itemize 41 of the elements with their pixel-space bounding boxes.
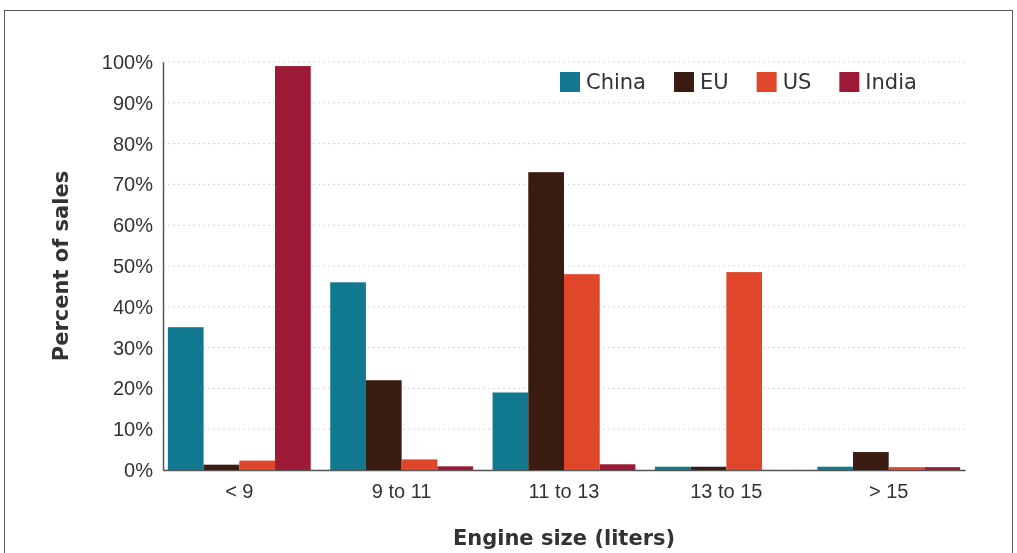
bar xyxy=(852,452,889,470)
bar xyxy=(492,392,529,470)
bar xyxy=(924,467,961,470)
bar xyxy=(599,464,636,470)
bar xyxy=(330,282,366,470)
x-tick-label: 13 to 15 xyxy=(690,480,763,503)
x-tick-label: 11 to 13 xyxy=(528,480,600,503)
bar xyxy=(817,466,853,470)
bar xyxy=(203,464,240,470)
y-tick-label: 70% xyxy=(112,173,154,196)
bar xyxy=(365,380,402,470)
y-axis-title: Percent of sales xyxy=(49,170,73,362)
legend-label: US xyxy=(782,70,812,94)
legend-label: China xyxy=(586,70,646,94)
bar xyxy=(437,466,474,470)
y-tick-label: 80% xyxy=(112,132,154,155)
bar xyxy=(528,172,564,470)
bar xyxy=(726,272,763,470)
x-tick-label: < 9 xyxy=(225,480,254,503)
y-tick-label: 40% xyxy=(112,295,154,318)
bar xyxy=(888,467,925,470)
bar xyxy=(167,327,204,470)
bar xyxy=(401,459,438,470)
y-tick-label: 30% xyxy=(112,336,154,359)
legend-label: India xyxy=(865,70,917,94)
y-tick-label: 90% xyxy=(112,91,154,114)
bar xyxy=(239,460,276,470)
bar xyxy=(654,466,691,470)
x-tick-label: 9 to 11 xyxy=(371,480,432,503)
y-tick-label: 60% xyxy=(112,214,154,237)
y-tick-label: 10% xyxy=(112,418,154,441)
y-tick-label: 0% xyxy=(124,458,154,481)
x-tick-label: > 15 xyxy=(868,480,909,503)
x-axis-title: Engine size (liters) xyxy=(452,526,676,550)
bar xyxy=(690,466,727,470)
legend-label: EU xyxy=(700,70,729,94)
y-tick-label: 50% xyxy=(112,254,154,277)
y-tick-label: 20% xyxy=(112,377,154,400)
y-tick-label: 100% xyxy=(101,50,154,73)
bar xyxy=(275,66,311,470)
bar xyxy=(564,274,600,470)
